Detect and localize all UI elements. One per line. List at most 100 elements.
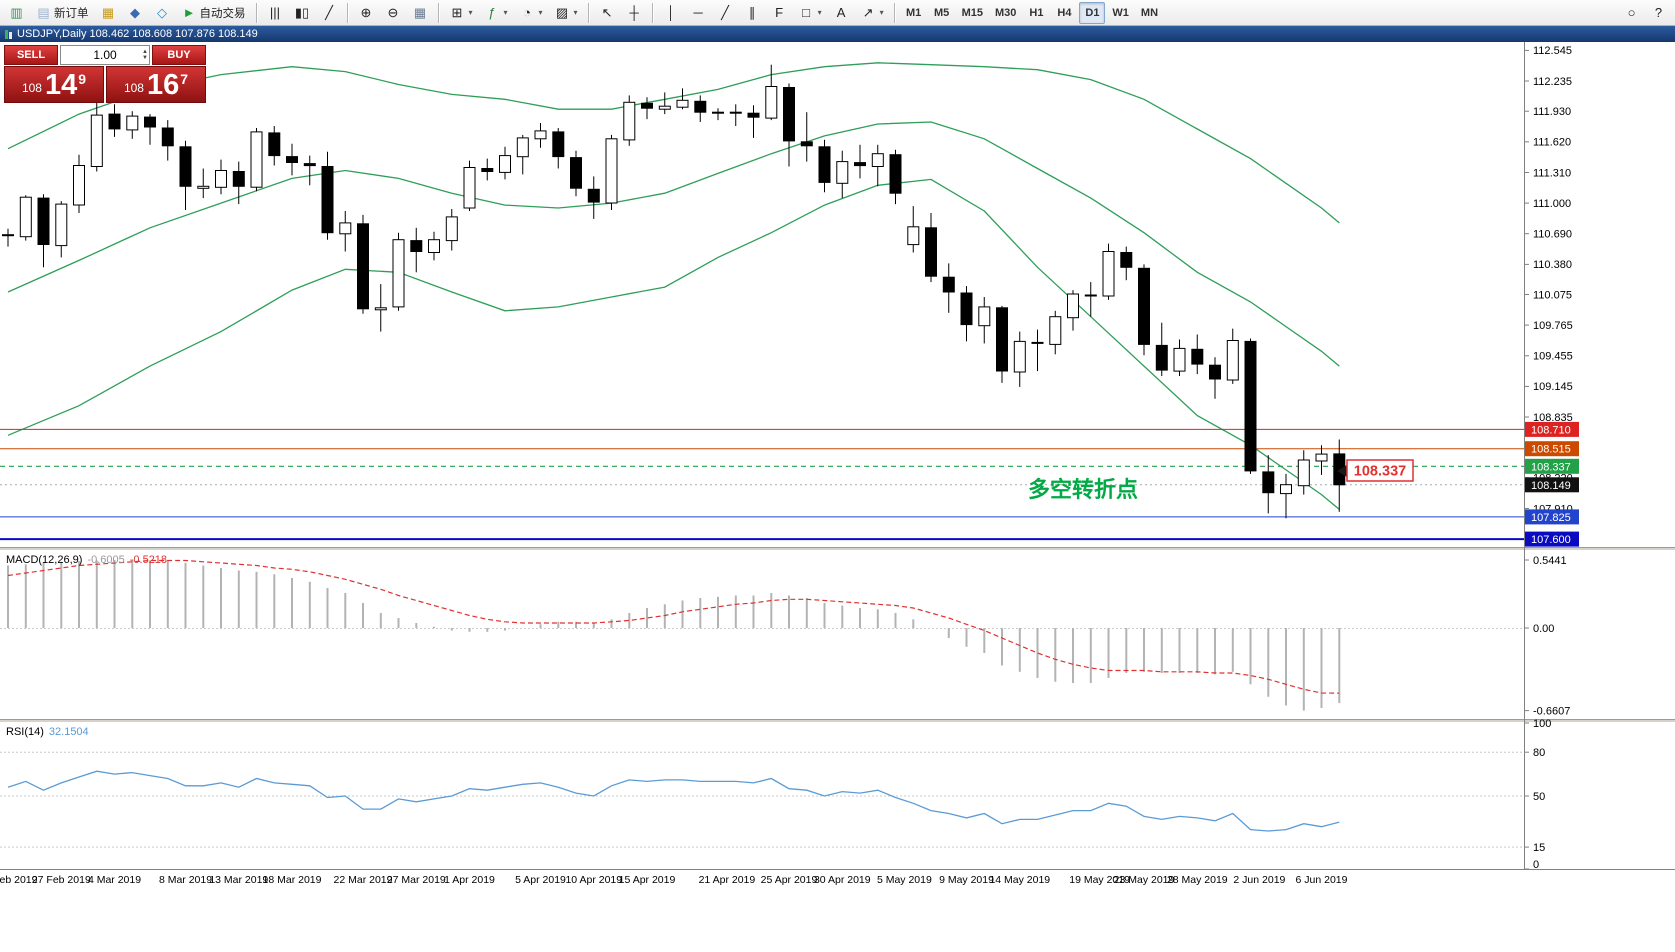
rsi-value: 32.1504 bbox=[48, 726, 89, 738]
buy-pipette: 7 bbox=[180, 71, 189, 87]
timeframe-m15-button[interactable]: M15 bbox=[957, 2, 988, 24]
sell-pips: 14 bbox=[44, 69, 78, 101]
price-tag[interactable]: 108.337 bbox=[1337, 459, 1414, 482]
chart-area[interactable]: 多空转折点 108.337 112.545 112.235 111.930 111.620… bbox=[0, 42, 1675, 952]
turning-point-label[interactable]: 多空转折点 bbox=[1028, 477, 1138, 502]
candle bbox=[197, 168, 210, 199]
buy-button[interactable]: BUY bbox=[152, 45, 206, 65]
timeframe-mn-button[interactable]: MN bbox=[1136, 2, 1163, 24]
candle bbox=[1049, 310, 1062, 355]
help-button[interactable]: ? bbox=[1646, 2, 1671, 24]
candle bbox=[73, 154, 85, 213]
spinner-down-icon[interactable]: ▼ bbox=[142, 55, 148, 61]
svg-text:108.149: 108.149 bbox=[1531, 480, 1571, 492]
arrow-objects-button[interactable]: ↗ ▾ bbox=[856, 2, 889, 24]
periods-button[interactable]: ◔ ▾ bbox=[515, 2, 548, 24]
line-chart-button[interactable]: ╱ bbox=[317, 2, 342, 24]
toolbar-separator bbox=[651, 2, 654, 23]
sell-price-button[interactable]: 108 14 9 bbox=[4, 66, 104, 103]
zoom-out-button[interactable]: ⊖ bbox=[381, 2, 406, 24]
candle bbox=[712, 108, 724, 121]
new-order-icon: ▤ bbox=[37, 5, 50, 20]
price-tick-label: 112.235 bbox=[1533, 76, 1572, 88]
panel-splitter[interactable] bbox=[0, 719, 1675, 723]
time-axis-label: 6 Jun 2019 bbox=[1296, 874, 1348, 886]
new-order-button[interactable]: ▤ 新订单 bbox=[31, 2, 94, 24]
text-label-button[interactable]: A bbox=[829, 2, 854, 24]
rsi-axis-label: 50 bbox=[1533, 791, 1545, 803]
time-axis-label: 5 May 2019 bbox=[877, 874, 932, 886]
new-chart-icon: ▥ bbox=[10, 5, 23, 20]
volume-spinner[interactable]: ▲ ▼ bbox=[142, 46, 148, 64]
volume-input[interactable]: 1.00 ▲ ▼ bbox=[60, 45, 150, 65]
candle bbox=[179, 140, 192, 210]
horizontal-line-button[interactable]: ─ bbox=[686, 2, 711, 24]
fibonacci-button[interactable]: F bbox=[767, 2, 792, 24]
vertical-line-button[interactable]: │ bbox=[659, 2, 684, 24]
zoom-in-button[interactable]: ⊕ bbox=[354, 2, 379, 24]
bar-chart-button[interactable]: ||| bbox=[263, 2, 288, 24]
templates-icon: ▨ bbox=[555, 5, 569, 20]
candlestick-chart-button[interactable]: ▮▯ bbox=[290, 2, 315, 24]
caret-down-icon: ▾ bbox=[538, 8, 543, 17]
candle bbox=[1138, 264, 1150, 356]
rsi-line bbox=[7, 770, 1340, 832]
time-axis-label: 25 Apr 2019 bbox=[761, 874, 818, 886]
buy-price-button[interactable]: 108 16 7 bbox=[106, 66, 206, 103]
rsi-axis-label: 100 bbox=[1533, 718, 1551, 730]
shapes-button[interactable]: □ ▾ bbox=[794, 2, 827, 24]
candle bbox=[658, 92, 671, 115]
crosshair-button[interactable]: ┼ bbox=[622, 2, 647, 24]
spinner-up-icon[interactable]: ▲ bbox=[142, 49, 148, 55]
macd-axis-label: 0.00 bbox=[1533, 623, 1554, 635]
candle bbox=[481, 158, 494, 181]
equidistant-channel-button[interactable]: ∥ bbox=[740, 2, 765, 24]
buy-big-figure: 108 bbox=[123, 81, 144, 95]
shapes-icon: □ bbox=[802, 5, 810, 20]
timeframe-d1-button[interactable]: D1 bbox=[1079, 1, 1106, 24]
timeframe-m1-button[interactable]: M1 bbox=[901, 2, 927, 24]
cursor-button[interactable]: ↖ bbox=[595, 2, 620, 24]
panel-splitter[interactable] bbox=[0, 547, 1675, 551]
market-watch-button[interactable]: ◆ bbox=[123, 2, 148, 24]
templates-button[interactable]: ▨ ▾ bbox=[550, 2, 583, 24]
trendline-icon: ╱ bbox=[721, 5, 729, 20]
timeframe-h1-button[interactable]: H1 bbox=[1023, 2, 1049, 24]
timeframe-m5-button[interactable]: M5 bbox=[929, 2, 955, 24]
arrow-left-icon bbox=[1337, 465, 1347, 477]
indicators-button[interactable]: ƒ ▾ bbox=[480, 2, 513, 24]
navigator-button[interactable]: ◇ bbox=[150, 2, 175, 24]
candle bbox=[19, 195, 32, 241]
trendline-button[interactable]: ╱ bbox=[713, 2, 738, 24]
candle bbox=[1155, 322, 1168, 376]
svg-text:108.710: 108.710 bbox=[1531, 424, 1571, 436]
candle bbox=[516, 134, 529, 175]
candle bbox=[1315, 445, 1328, 475]
chart-profiles-button[interactable]: ▦ bbox=[96, 2, 121, 24]
sell-button[interactable]: SELL bbox=[4, 45, 58, 65]
time-axis-label: 5 Apr 2019 bbox=[515, 874, 566, 886]
one-click-trading-panel: SELL 1.00 ▲ ▼ BUY 108 14 9 108 bbox=[4, 45, 206, 103]
toolbar-separator bbox=[893, 2, 896, 23]
search-button[interactable]: ○ bbox=[1619, 2, 1644, 24]
arrange-charts-button[interactable]: ⊞ ▾ bbox=[445, 2, 478, 24]
timeframe-m30-button[interactable]: M30 bbox=[990, 2, 1021, 24]
rsi-axis-label: 80 bbox=[1533, 747, 1545, 759]
chart-svg[interactable]: 多空转折点 108.337 112.545 112.235 111.930 111.620… bbox=[0, 42, 1675, 952]
time-axis-label: 10 Apr 2019 bbox=[565, 874, 622, 886]
tile-windows-button[interactable]: ▦ bbox=[408, 2, 433, 24]
candle bbox=[1191, 334, 1204, 375]
timeframe-h4-button[interactable]: H4 bbox=[1051, 2, 1077, 24]
candle bbox=[428, 231, 440, 261]
autotrading-button[interactable]: ► 自动交易 bbox=[177, 2, 251, 24]
chart-title-bar[interactable]: USDJPY,Daily 108.462 108.608 107.876 108… bbox=[0, 26, 1675, 42]
timeframe-m15-button-label: M15 bbox=[961, 6, 983, 19]
new-chart-button[interactable]: ▥ bbox=[4, 2, 29, 24]
bollinger-lower-band bbox=[7, 178, 1340, 510]
arrow-objects-icon: ↗ bbox=[862, 5, 874, 20]
candle bbox=[144, 114, 156, 145]
timeframe-w1-button[interactable]: W1 bbox=[1107, 2, 1134, 24]
candle bbox=[374, 284, 387, 332]
candle bbox=[1173, 339, 1186, 376]
